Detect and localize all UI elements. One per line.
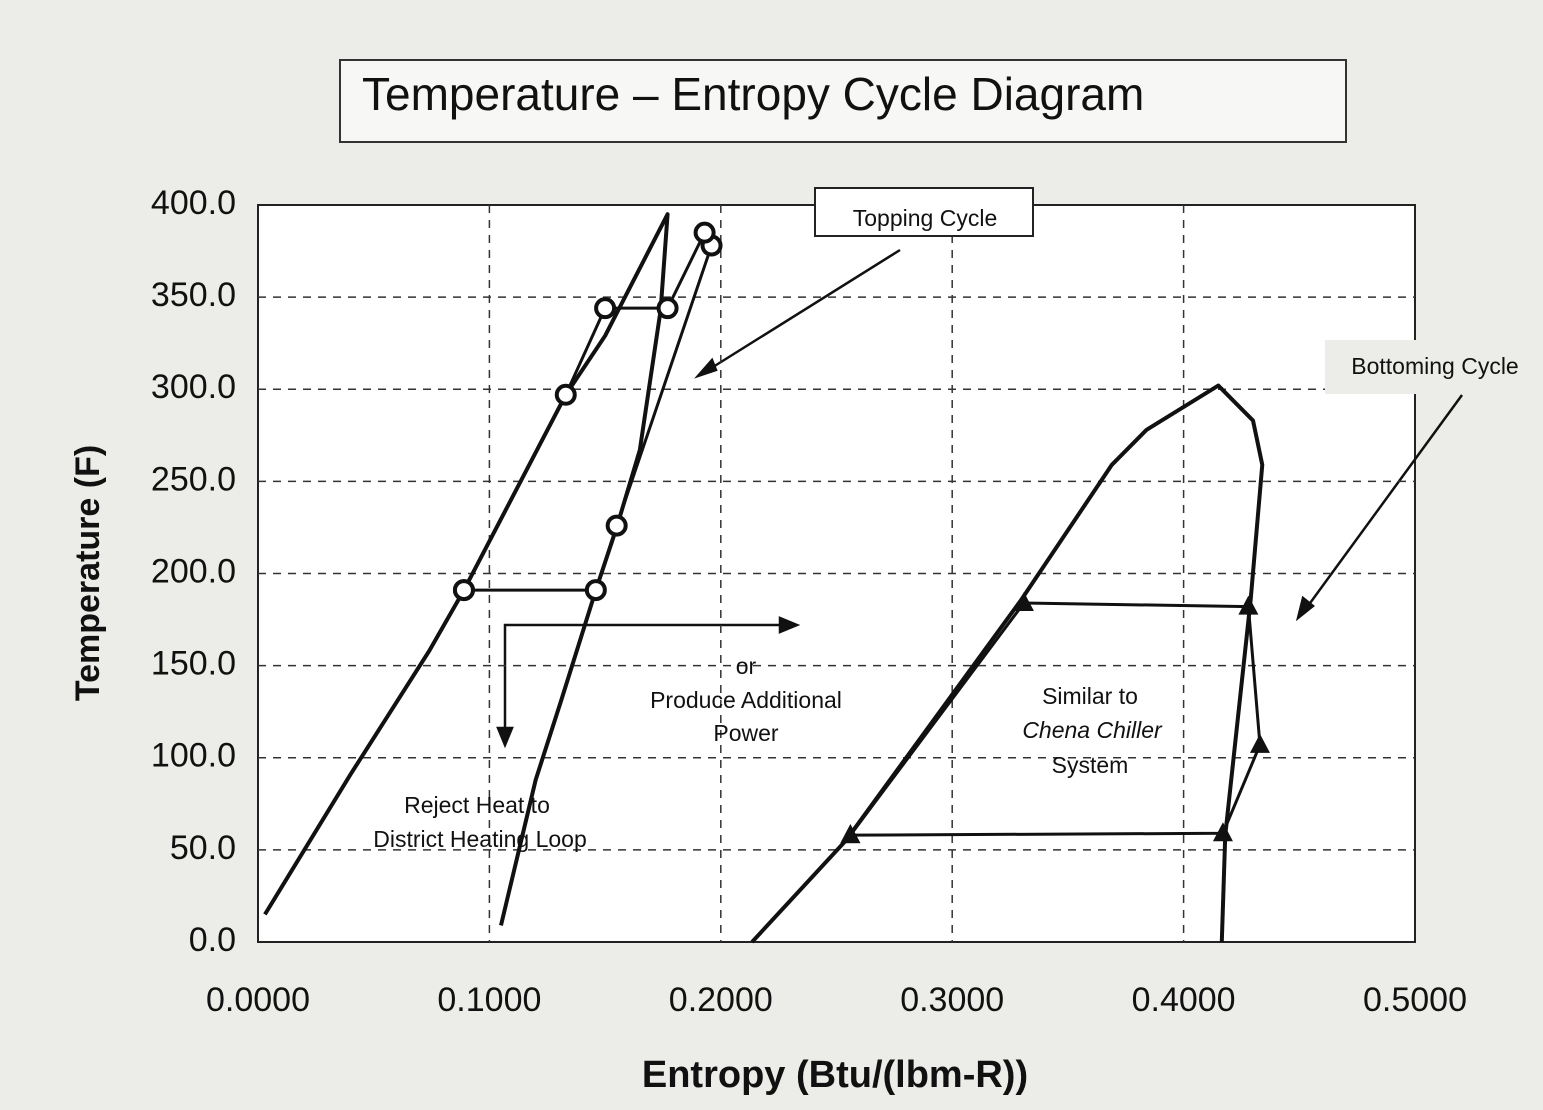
y-tick-label: 0.0 xyxy=(189,921,236,959)
title-box xyxy=(339,59,1347,143)
annotation: District Heating Loop xyxy=(373,826,587,852)
x-tick-label: 0.5000 xyxy=(1363,981,1467,1019)
chart-title: Temperature – Entropy Cycle Diagram xyxy=(362,68,1144,120)
x-tick-label: 0.4000 xyxy=(1132,981,1236,1019)
annotation: or xyxy=(736,653,757,679)
point-marker xyxy=(656,297,679,320)
annotation: System xyxy=(1052,752,1129,778)
point-marker xyxy=(584,579,607,602)
x-tick-label: 0.3000 xyxy=(900,981,1004,1019)
point-marker xyxy=(1013,591,1034,611)
y-axis-label: Temperature (F) xyxy=(69,445,107,701)
point-marker xyxy=(554,383,577,406)
x-tick-label: 0.0000 xyxy=(206,981,310,1019)
x-axis-label: Entropy (Btu/(lbm-R)) xyxy=(642,1054,1028,1096)
annotation: Chena Chiller xyxy=(1022,717,1163,743)
point-marker xyxy=(840,824,861,844)
y-tick-label: 250.0 xyxy=(151,460,236,498)
y-tick-label: 200.0 xyxy=(151,552,236,590)
annotation: Similar to xyxy=(1042,683,1138,709)
y-tick-label: 400.0 xyxy=(151,184,236,222)
y-tick-label: 300.0 xyxy=(151,368,236,406)
point-marker xyxy=(605,514,628,537)
label-box xyxy=(814,187,1034,237)
point-marker xyxy=(452,579,475,602)
annotation: Topping Cycle xyxy=(853,205,997,231)
y-tick-label: 100.0 xyxy=(151,737,236,775)
point-marker xyxy=(693,221,716,244)
arrows xyxy=(496,248,1464,749)
series-line xyxy=(263,212,670,926)
annotation: Reject Heat to xyxy=(404,792,550,818)
x-tick-label: 0.1000 xyxy=(437,981,541,1019)
point-marker xyxy=(594,297,617,320)
label-box xyxy=(1325,340,1543,394)
x-tick-label: 0.2000 xyxy=(669,981,773,1019)
annotation: Bottoming Cycle xyxy=(1351,353,1518,379)
annotation: Power xyxy=(713,720,779,746)
annotation: Produce Additional xyxy=(650,687,842,713)
point-marker xyxy=(1238,595,1259,615)
series-line xyxy=(849,601,1262,837)
y-tick-label: 150.0 xyxy=(151,645,236,683)
y-tick-label: 50.0 xyxy=(170,829,236,867)
series-line xyxy=(750,383,1265,944)
point-marker xyxy=(1249,733,1270,753)
point-marker xyxy=(1212,822,1233,842)
y-tick-label: 350.0 xyxy=(151,276,236,314)
